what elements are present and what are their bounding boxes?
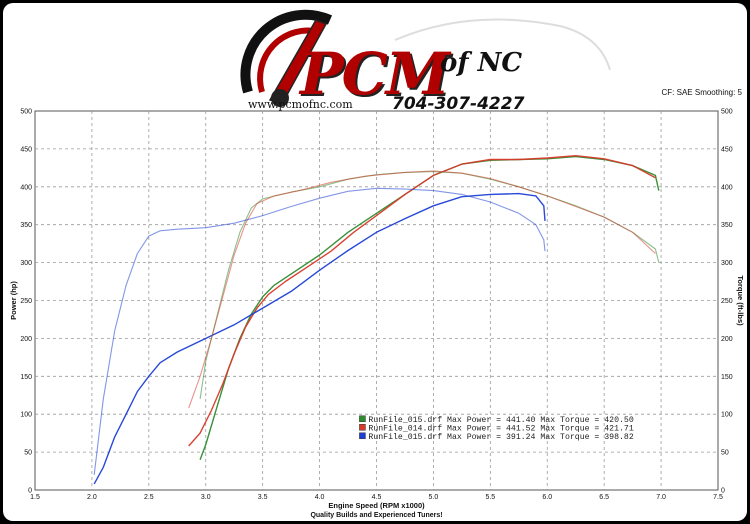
y2-tick-label: 300 bbox=[721, 260, 733, 267]
x-tick-label: 4.0 bbox=[315, 494, 325, 501]
x-tick-label: 3.5 bbox=[258, 494, 268, 501]
y2-tick-label: 50 bbox=[721, 450, 729, 457]
logo-brand: PCM bbox=[300, 40, 450, 108]
settings-note: CF: SAE Smoothing: 5 bbox=[661, 88, 742, 97]
y2-tick-label: 0 bbox=[721, 488, 725, 495]
x-tick-label: 5.0 bbox=[429, 494, 439, 501]
legend-entry: RunFile_015.drf Max Power = 391.24 Max T… bbox=[368, 432, 633, 442]
y-axis-label: Power (hp) bbox=[9, 281, 18, 320]
x-tick-label: 1.5 bbox=[30, 494, 40, 501]
y2-tick-label: 450 bbox=[721, 146, 733, 153]
y-tick-label: 0 bbox=[28, 488, 32, 495]
logo-phone: 704-307-4227 bbox=[392, 94, 525, 114]
legend-entry: RunFile_014.drf Max Power = 441.52 Max T… bbox=[368, 423, 633, 433]
y2-tick-label: 150 bbox=[721, 374, 733, 381]
x-tick-label: 3.0 bbox=[201, 494, 211, 501]
torque-series-line bbox=[93, 187, 546, 475]
legend-entry: RunFile_015.drf Max Power = 441.40 Max T… bbox=[368, 415, 633, 425]
y2-axis-label: Torque (ft-lbs) bbox=[736, 275, 745, 326]
y-tick-label: 150 bbox=[20, 374, 32, 381]
x-tick-label: 2.0 bbox=[87, 494, 97, 501]
y-tick-label: 250 bbox=[20, 298, 32, 305]
x-tick-label: 6.0 bbox=[542, 494, 552, 501]
y-tick-label: 200 bbox=[20, 336, 32, 343]
footer-text: Quality Builds and Experienced Tuners! bbox=[310, 512, 442, 519]
y-tick-label: 450 bbox=[20, 146, 32, 153]
y2-tick-label: 350 bbox=[721, 222, 733, 229]
logo-suffix: of NC bbox=[440, 48, 523, 78]
x-tick-label: 2.5 bbox=[144, 494, 154, 501]
x-axis-label: Engine Speed (RPM x1000) bbox=[328, 501, 425, 510]
legend-swatch bbox=[359, 415, 366, 423]
logo-website: www.pcmofnc.com bbox=[248, 98, 353, 111]
torque-series-line bbox=[188, 170, 656, 409]
x-tick-label: 4.5 bbox=[372, 494, 382, 501]
y-tick-label: 350 bbox=[20, 222, 32, 229]
y-tick-label: 100 bbox=[20, 412, 32, 419]
x-tick-label: 7.0 bbox=[656, 494, 666, 501]
power-series-line bbox=[188, 155, 656, 447]
y-tick-label: 300 bbox=[20, 260, 32, 267]
x-tick-label: 6.5 bbox=[599, 494, 609, 501]
y2-tick-label: 500 bbox=[721, 109, 733, 116]
y2-tick-label: 100 bbox=[721, 412, 733, 419]
legend-swatch bbox=[359, 424, 366, 431]
y2-tick-label: 200 bbox=[721, 336, 733, 343]
legend-swatch bbox=[359, 432, 366, 440]
y-tick-label: 500 bbox=[20, 109, 32, 116]
y2-tick-label: 400 bbox=[721, 184, 733, 191]
x-tick-label: 5.5 bbox=[485, 494, 495, 501]
y-tick-label: 400 bbox=[20, 184, 32, 191]
x-tick-label: 7.5 bbox=[713, 494, 723, 501]
power-series-line bbox=[93, 192, 546, 485]
y2-tick-label: 250 bbox=[721, 298, 733, 305]
y-tick-label: 50 bbox=[24, 450, 32, 457]
